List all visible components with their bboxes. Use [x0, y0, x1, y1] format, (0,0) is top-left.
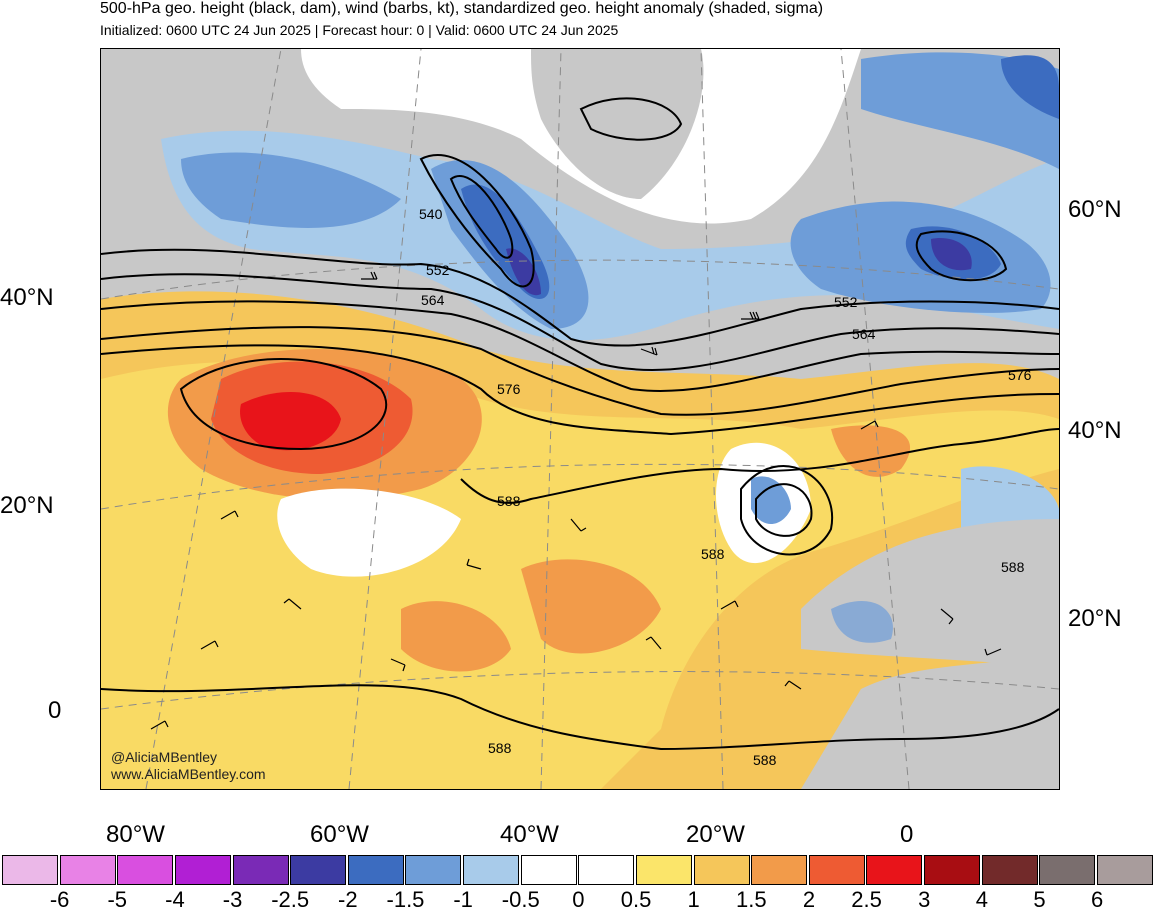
colorbar-swatch	[693, 855, 750, 885]
colorbar-swatch	[2, 855, 58, 885]
lon-label: 20°W	[686, 821, 745, 848]
colorbar-swatch	[463, 855, 519, 885]
colorbar-tick-label: 6	[1091, 887, 1104, 912]
colorbar-swatch	[174, 855, 231, 885]
colorbar-swatch	[232, 855, 289, 885]
colorbar	[2, 855, 1155, 885]
colorbar-swatch	[520, 855, 577, 885]
colorbar-tick-label: 5	[1033, 887, 1046, 912]
lon-label: 60°W	[310, 821, 369, 848]
colorbar-tick-label: 2	[802, 887, 816, 912]
map-subtitle: Initialized: 0600 UTC 24 Jun 2025 | Fore…	[100, 22, 619, 38]
lat-label-left: 0	[48, 697, 62, 724]
colorbar-tick-label: -3	[222, 887, 243, 912]
colorbar-swatch	[1096, 855, 1153, 885]
contour-label: 588	[1001, 559, 1025, 575]
colorbar-swatch	[808, 855, 865, 885]
colorbar-swatch	[866, 855, 923, 885]
contour-label: 564	[421, 292, 445, 308]
lat-label-right: 60°N	[1068, 196, 1122, 223]
colorbar-tick-label: 0	[572, 887, 585, 912]
contour-label: 588	[488, 740, 512, 756]
colorbar-swatch	[405, 855, 462, 885]
colorbar-swatch	[578, 855, 635, 885]
colorbar-tick-label: 4	[975, 887, 988, 912]
colorbar-tick-label: -4	[165, 887, 185, 912]
colorbar-swatch	[924, 855, 980, 885]
contour-label: 576	[497, 381, 521, 397]
contour-label: 552	[426, 262, 450, 278]
colorbar-tick-label: -2	[338, 887, 358, 912]
lat-label-left: 40°N	[0, 284, 54, 311]
contour-label: 588	[701, 546, 725, 562]
colorbar-tick-label: 0.5	[620, 887, 652, 912]
lat-label-right: 40°N	[1068, 417, 1122, 444]
lat-label-left: 20°N	[0, 492, 54, 519]
map-canvas: 540 552 564 576 588 552 564 576 588 588 …	[101, 49, 1059, 789]
colorbar-swatch	[1039, 855, 1096, 885]
map-title: 500-hPa geo. height (black, dam), wind (…	[100, 0, 824, 17]
lon-label: 0	[900, 821, 914, 848]
colorbar-swatch	[290, 855, 347, 885]
lon-label: 40°W	[500, 821, 559, 848]
colorbar-tick-label: 3	[918, 887, 931, 912]
colorbar-swatch	[635, 855, 692, 885]
contour-label: 564	[852, 326, 876, 342]
credit-handle: @AliciaMBentley	[111, 749, 218, 765]
contour-label: 588	[497, 493, 521, 509]
contour-label: 588	[753, 752, 777, 768]
colorbar-swatch	[117, 855, 174, 885]
lat-label-right: 20°N	[1068, 605, 1122, 632]
colorbar-tick-label: 2.5	[851, 887, 882, 912]
colorbar-tick-label: 1.5	[736, 887, 767, 912]
colorbar-swatch	[347, 855, 404, 885]
colorbar-tick-label: -5	[107, 887, 128, 912]
contour-label: 552	[834, 294, 858, 310]
colorbar-tick-label: -6	[49, 887, 70, 912]
map-panel: 540 552 564 576 588 552 564 576 588 588 …	[100, 48, 1060, 790]
colorbar-tick-label: -0.5	[501, 887, 540, 912]
lon-label: 80°W	[106, 821, 165, 848]
colorbar-swatch	[751, 855, 808, 885]
colorbar-swatch	[59, 855, 116, 885]
colorbar-tick-label: -2.5	[271, 887, 310, 912]
colorbar-swatch	[981, 855, 1038, 885]
colorbar-tick-label: -1.5	[386, 887, 425, 912]
colorbar-tick-label: 1	[687, 887, 700, 912]
colorbar-tick-label: -1	[453, 887, 473, 912]
contour-label: 540	[419, 206, 443, 222]
credit-site: www.AliciaMBentley.com	[111, 766, 266, 782]
contour-label: 576	[1008, 367, 1032, 383]
